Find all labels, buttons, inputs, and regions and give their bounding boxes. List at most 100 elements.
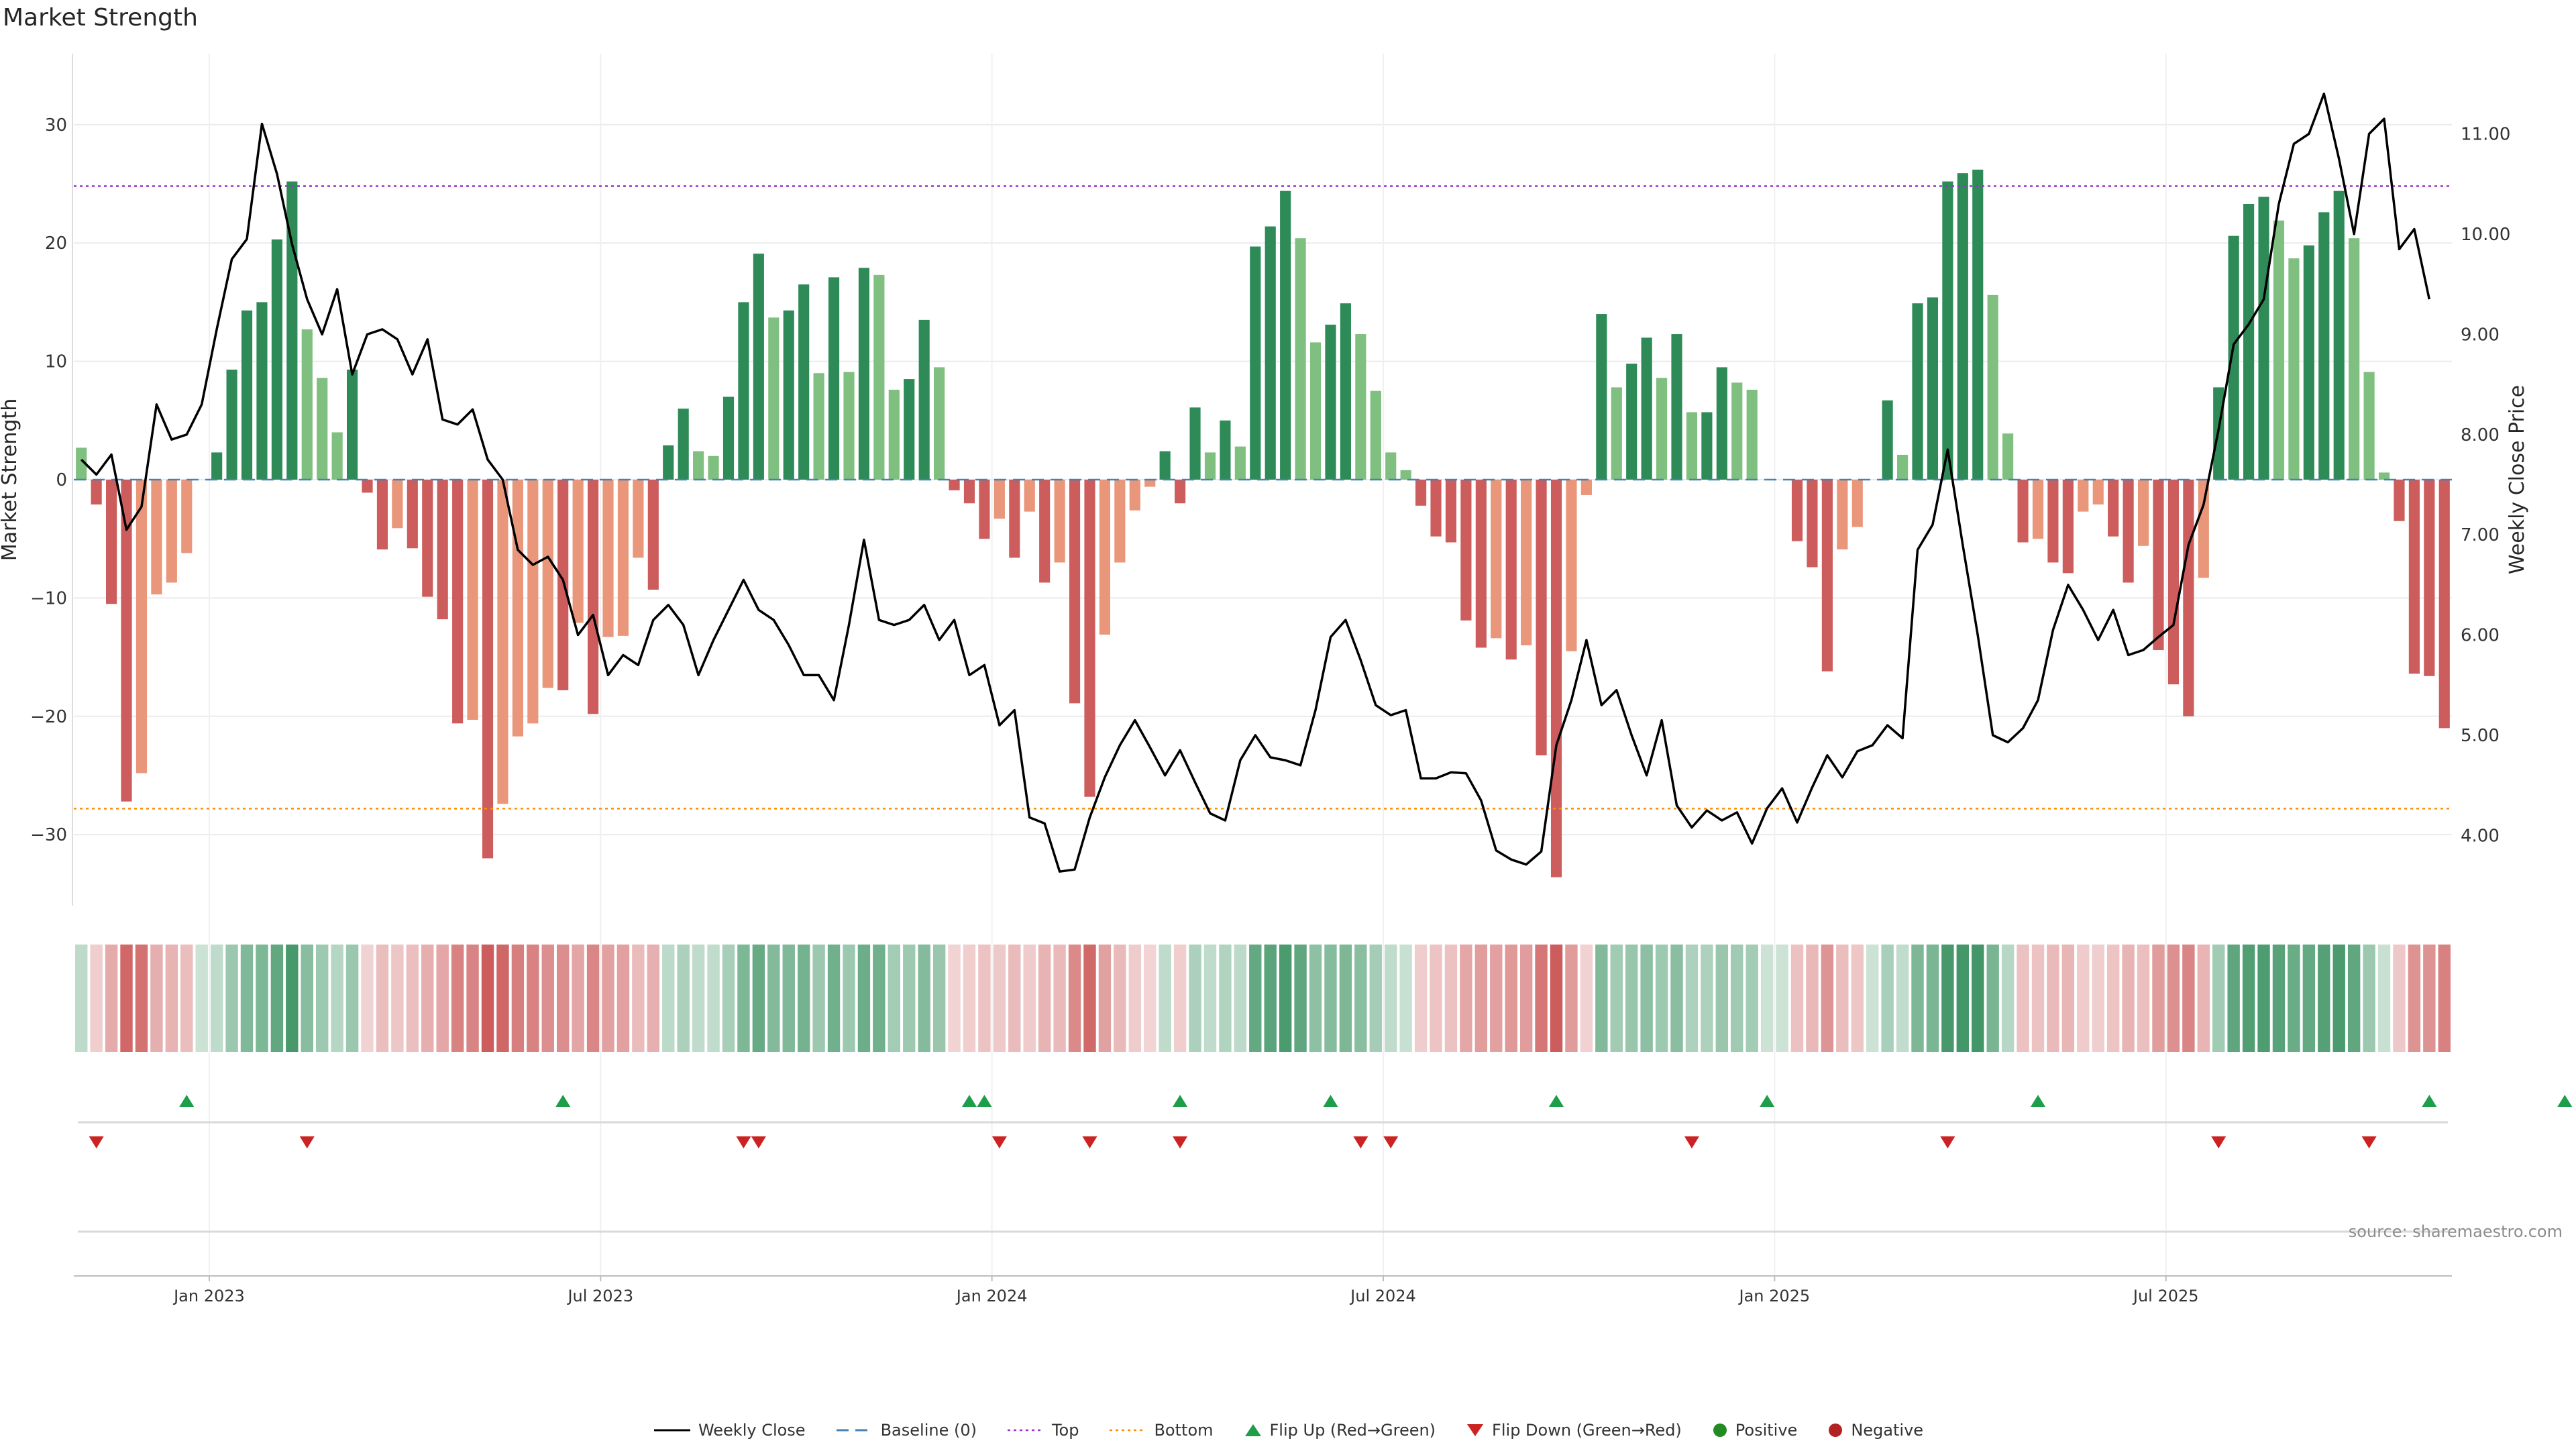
heat-cell [105, 945, 118, 1052]
strength-bars [76, 169, 2450, 877]
strength-bar [2288, 258, 2300, 480]
y2-tick-label: 4.00 [2461, 826, 2500, 846]
strength-bar [1987, 294, 1998, 480]
heat-cell [1264, 945, 1277, 1052]
heat-cell [843, 945, 855, 1052]
heat-cell [572, 945, 584, 1052]
strength-bar [1385, 452, 1397, 480]
heat-cell [1851, 945, 1864, 1052]
strength-bar [2273, 220, 2285, 480]
strength-bar [166, 480, 177, 583]
heat-cell [2182, 945, 2195, 1052]
strength-bar [211, 452, 223, 480]
heat-cell [1083, 945, 1096, 1052]
heat-cell [1505, 945, 1517, 1052]
heat-cell [2167, 945, 2180, 1052]
strength-bar [271, 239, 282, 480]
chart-title: Market Strength [3, 4, 198, 32]
y-tick-label: −30 [30, 825, 67, 845]
heat-cell [632, 945, 645, 1052]
heat-cell [90, 945, 103, 1052]
heat-cell [2242, 945, 2255, 1052]
legend-negative[interactable]: Negative [1827, 1421, 1923, 1440]
strength-bar [2017, 480, 2029, 543]
y2-tick-label: 9.00 [2461, 325, 2500, 345]
heat-cell [1008, 945, 1021, 1052]
heat-cell [1414, 945, 1428, 1052]
line-swatch-icon [653, 1429, 690, 1432]
heat-cell [1294, 945, 1307, 1052]
strength-bar [1415, 480, 1427, 506]
heat-cell [602, 945, 614, 1052]
heat-cell [903, 945, 916, 1052]
heat-cell [1098, 945, 1112, 1052]
strength-bar [918, 319, 930, 480]
strength-bar [949, 480, 960, 490]
heat-cell [2212, 945, 2225, 1052]
x-tick-label: Jul 2025 [2132, 1287, 2199, 1305]
legend-positive[interactable]: Positive [1711, 1421, 1797, 1440]
heat-cell [541, 945, 554, 1052]
strength-bar [181, 480, 193, 553]
strength-bar [1430, 480, 1442, 537]
flip-down-marker [1353, 1136, 1368, 1148]
heat-cell [2106, 945, 2120, 1052]
flip-up-marker [2030, 1095, 2045, 1107]
heat-cell [556, 945, 570, 1052]
strength-bar [2002, 433, 2014, 480]
heat-cell [2318, 945, 2330, 1052]
strength-bar [1942, 181, 1953, 480]
y-tick-label: 30 [45, 115, 67, 136]
legend-top[interactable]: Top [1006, 1421, 1079, 1440]
heat-cell [1023, 945, 1036, 1052]
strength-bar [2183, 480, 2194, 716]
legend-flip-down[interactable]: Flip Down (Green→Red) [1465, 1421, 1682, 1440]
strength-bar [331, 432, 343, 480]
strength-bar [106, 480, 117, 604]
x-tick-label: Jul 2024 [1349, 1287, 1416, 1305]
strength-bar [347, 369, 358, 480]
strength-bar [2167, 480, 2179, 685]
heat-cell [391, 945, 404, 1052]
strength-bar [1069, 480, 1081, 704]
heat-cell [225, 945, 238, 1052]
strength-bar [2153, 480, 2164, 650]
legend-weekly-close[interactable]: Weekly Close [653, 1421, 806, 1440]
heat-cell [481, 945, 494, 1052]
flip-down-marker [991, 1136, 1007, 1148]
heat-cell [1354, 945, 1367, 1052]
heat-cell [466, 945, 479, 1052]
dashed-line-swatch-icon [836, 1429, 873, 1432]
strength-bar [2424, 480, 2435, 676]
heat-cell [1911, 945, 1924, 1052]
heat-cell [2152, 945, 2165, 1052]
heat-cell [135, 945, 148, 1052]
legend-flip-up[interactable]: Flip Up (Red→Green) [1243, 1421, 1436, 1440]
strength-bar [2243, 204, 2255, 480]
heat-cell [1866, 945, 1879, 1052]
strength-bar [226, 369, 237, 480]
heat-cell [1339, 945, 1352, 1052]
heat-cell [286, 945, 299, 1052]
x-axis: Jan 2023 Jul 2023 Jan 2024 Jul 2024 Jan 2025… [74, 1275, 2452, 1305]
heat-cell [1068, 945, 1081, 1052]
heat-cell [2001, 945, 2015, 1052]
strength-bar [1370, 390, 1381, 480]
strength-bar [1611, 387, 1622, 480]
heat-cell [1550, 945, 1563, 1052]
strength-bar [1475, 480, 1487, 648]
heat-cell [2393, 945, 2406, 1052]
legend-baseline[interactable]: Baseline (0) [835, 1421, 977, 1440]
heat-cell [1173, 945, 1187, 1052]
axes: −30 −20 −10 0 10 20 30 4.00 5.00 6.00 7.00 8.00 9.00… [30, 54, 2510, 906]
strength-bar [1566, 480, 1577, 651]
strength-bar [1114, 480, 1126, 563]
flip-up-marker [2422, 1095, 2437, 1107]
legend-bottom[interactable]: Bottom [1108, 1421, 1214, 1440]
strength-bar [2092, 480, 2104, 505]
strength-bar [2198, 480, 2209, 578]
heat-cell [256, 945, 268, 1052]
heat-cell [1399, 945, 1412, 1052]
heat-cell [2272, 945, 2286, 1052]
heat-cell [1941, 945, 1954, 1052]
